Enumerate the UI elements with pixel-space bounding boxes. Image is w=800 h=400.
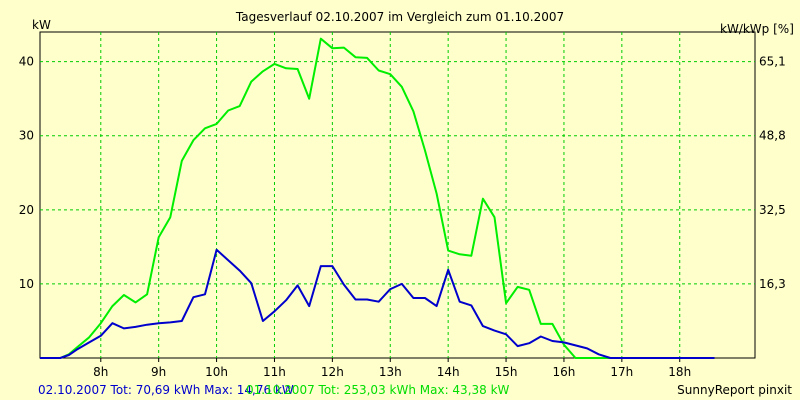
x-tick-label: 17h xyxy=(610,365,633,379)
x-tick-label: 12h xyxy=(321,365,344,379)
y-tick-label-right: 48,8 xyxy=(759,129,786,143)
series-line-02.10.2007 xyxy=(40,248,715,359)
legend-series-2: 01.10.2007 Tot: 253,03 kWh Max: 43,38 kW xyxy=(246,383,510,397)
y-tick-label-right: 32,5 xyxy=(759,203,786,217)
plot-frame xyxy=(39,31,756,359)
y-tick-label-left: 10 xyxy=(19,277,34,291)
y-tick-label-left: 30 xyxy=(19,129,34,143)
series-line-01.10.2007 xyxy=(40,37,715,359)
x-tick-label: 18h xyxy=(668,365,691,379)
x-tick-label: 16h xyxy=(553,365,576,379)
x-tick-label: 13h xyxy=(379,365,402,379)
y-tick-label-left: 40 xyxy=(19,55,34,69)
x-tick-label: 11h xyxy=(263,365,286,379)
y-tick-label-left: 20 xyxy=(19,203,34,217)
x-tick-label: 8h xyxy=(93,365,108,379)
y-tick-label-right: 16,3 xyxy=(759,277,786,291)
left-axis-unit: kW xyxy=(32,18,51,32)
y-tick-label-right: 65,1 xyxy=(759,55,786,69)
x-tick-label: 15h xyxy=(495,365,518,379)
legend-series-1: 02.10.2007 Tot: 70,69 kWh Max: 14,76 kW xyxy=(38,383,294,397)
x-tick-label: 10h xyxy=(205,365,228,379)
x-tick-label: 14h xyxy=(437,365,460,379)
x-tick-label: 9h xyxy=(151,365,166,379)
brand-label: SunnyReport pinxit xyxy=(677,383,792,397)
chart-title: Tagesverlauf 02.10.2007 im Vergleich zum… xyxy=(235,10,565,24)
